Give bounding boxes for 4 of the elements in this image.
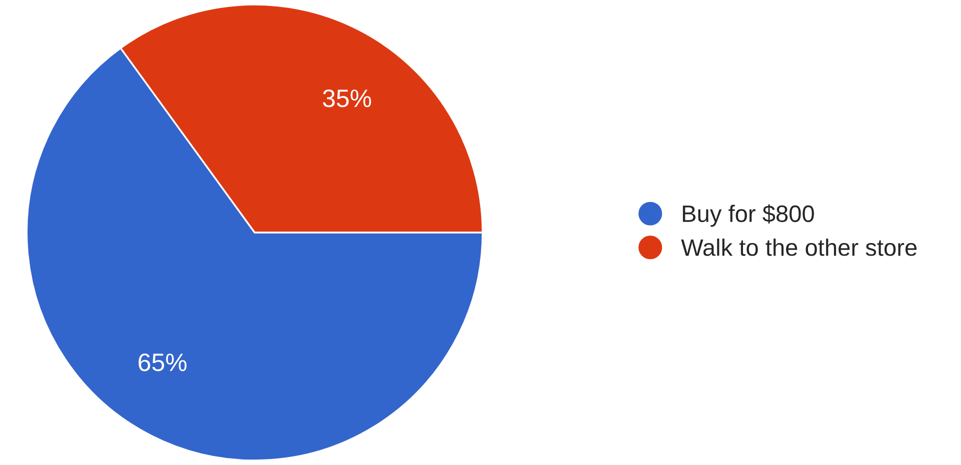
legend-label: Buy for $800 — [682, 204, 814, 227]
data-label: 65% — [138, 354, 187, 372]
legend-label: Walk to the other store — [681, 238, 917, 256]
data-label: 35% — [322, 89, 372, 108]
